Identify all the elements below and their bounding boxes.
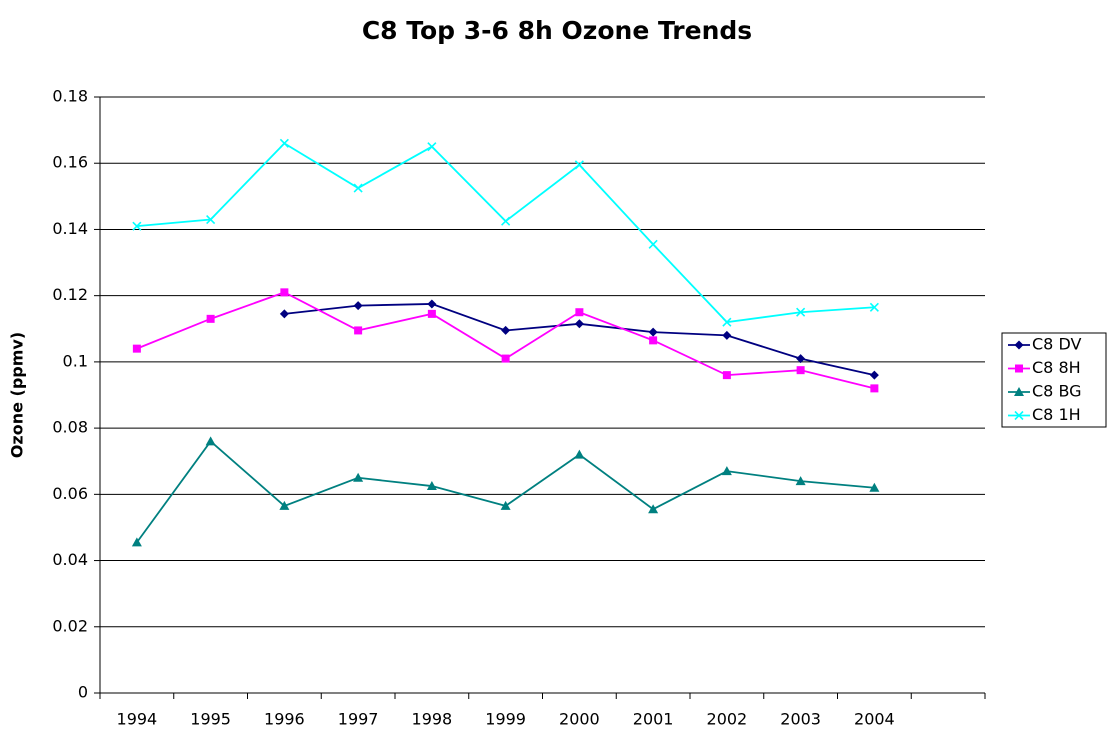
series-line xyxy=(136,291,875,390)
x-tick-label: 1995 xyxy=(190,710,231,729)
marker xyxy=(206,214,216,225)
x-tick-label: 2000 xyxy=(559,710,600,729)
marker xyxy=(501,216,511,226)
legend-label: C8 1H xyxy=(1032,405,1081,424)
marker xyxy=(574,160,584,170)
chart-title: C8 Top 3-6 8h Ozone Trends xyxy=(362,16,752,45)
y-tick-label: 0.16 xyxy=(52,153,88,172)
marker xyxy=(870,384,879,393)
y-axis-label: Ozone (ppmv) xyxy=(8,332,27,458)
marker xyxy=(796,354,806,364)
marker xyxy=(1015,364,1023,373)
marker xyxy=(796,307,806,317)
marker xyxy=(353,472,364,482)
x-tick-label: 1997 xyxy=(338,710,379,729)
marker xyxy=(648,239,658,249)
marker xyxy=(1014,340,1024,350)
x-tick-label: 2002 xyxy=(707,710,748,729)
marker xyxy=(648,504,659,514)
y-tick-label: 0.14 xyxy=(52,219,88,238)
marker xyxy=(132,221,142,231)
x-tick-label: 2004 xyxy=(854,710,895,729)
marker xyxy=(1014,387,1024,396)
y-tick-label: 0.1 xyxy=(63,351,88,370)
legend-label: C8 DV xyxy=(1032,335,1081,354)
marker xyxy=(353,183,363,193)
marker xyxy=(279,500,290,510)
marker xyxy=(574,449,585,459)
y-tick-label: 0 xyxy=(78,683,88,702)
marker xyxy=(575,308,584,317)
marker xyxy=(131,537,142,547)
marker xyxy=(1014,410,1024,421)
marker xyxy=(279,138,289,148)
x-tick-label: 2001 xyxy=(633,710,674,729)
marker xyxy=(206,314,215,323)
marker xyxy=(427,299,437,309)
marker xyxy=(279,309,289,319)
legend: C8 DV C8 8H C8 BG C8 1H xyxy=(1001,332,1107,428)
marker xyxy=(427,142,437,152)
y-tick-label: 0.12 xyxy=(52,285,88,304)
marker xyxy=(353,301,363,311)
x-tick-label: 1998 xyxy=(412,710,453,729)
x-tick-label: 2003 xyxy=(780,710,821,729)
marker xyxy=(501,325,511,335)
marker xyxy=(721,466,732,476)
marker xyxy=(795,476,806,486)
marker xyxy=(501,354,510,363)
marker xyxy=(427,309,436,318)
marker xyxy=(649,336,658,345)
x-tick-label: 1999 xyxy=(485,710,526,729)
marker xyxy=(869,302,879,312)
marker xyxy=(205,436,216,446)
y-tick-label: 0.18 xyxy=(52,87,88,106)
marker xyxy=(648,327,658,337)
y-tick-label: 0.08 xyxy=(52,418,88,437)
marker xyxy=(354,326,363,335)
legend-label: C8 8H xyxy=(1032,358,1081,377)
marker xyxy=(869,482,880,492)
marker xyxy=(722,330,732,340)
marker xyxy=(722,317,732,327)
marker xyxy=(132,344,141,353)
marker xyxy=(869,370,879,380)
x-tick-label: 1994 xyxy=(117,710,158,729)
marker xyxy=(280,288,289,297)
marker xyxy=(574,319,584,329)
y-tick-label: 0.06 xyxy=(52,484,88,503)
marker xyxy=(500,500,511,510)
marker xyxy=(796,366,805,375)
marker xyxy=(426,481,437,491)
legend-label: C8 BG xyxy=(1032,382,1082,401)
series-line xyxy=(136,440,875,543)
y-tick-label: 0.02 xyxy=(52,616,88,635)
marker xyxy=(722,371,731,380)
y-tick-label: 0.04 xyxy=(52,550,88,569)
x-tick-label: 1996 xyxy=(264,710,305,729)
